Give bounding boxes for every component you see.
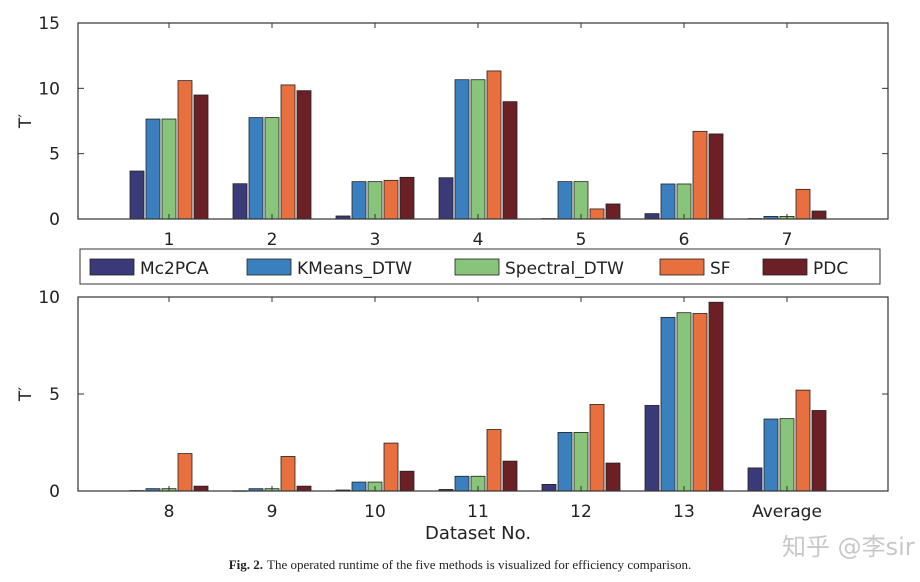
bar-kmeans-dtw-10 [351,481,367,492]
bar-pdc-average [811,410,827,492]
bar-spectral-dtw-1 [161,118,177,220]
y-tick-label: 15 [38,14,60,34]
bar-sf-1 [177,80,193,220]
y-tick-label: 5 [49,385,60,405]
x-tick-label: 13 [673,502,695,522]
bar-kmeans-dtw-11 [454,475,470,492]
bar-sf-4 [486,70,502,220]
caption-label: Fig. 2. [228,557,263,572]
watermark: 知乎 @李sir [782,533,915,561]
bar-sf-13 [692,313,708,492]
x-tick-label: 5 [576,230,587,250]
legend-label-pdc: PDC [813,259,848,279]
x-tick-label: 2 [267,230,278,250]
bar-kmeans-dtw-6 [660,183,676,220]
y-axis-label: T′ [16,387,36,402]
x-tick-label: 7 [782,230,793,250]
bar-sf-9 [280,456,296,492]
x-tick-label: Average [752,502,822,522]
bar-sf-11 [486,429,502,492]
x-tick-label: 4 [473,230,484,250]
legend-swatch-sf [659,258,705,276]
bar-pdc-8 [193,485,209,492]
bar-pdc-4 [502,101,518,220]
legend-swatch-kmeans-dtw [246,258,292,276]
bar-spectral-dtw-5 [573,181,589,220]
bar-mc2pca-6 [644,213,660,220]
x-axis-label: Dataset No. [425,523,531,544]
x-tick-label: 9 [267,502,278,522]
legend-swatch-pdc [762,258,808,276]
x-tick-label: 1 [164,230,175,250]
y-tick-label: 10 [38,288,60,308]
bar-sf-7 [795,188,811,220]
bar-kmeans-dtw-12 [557,432,573,492]
x-tick-label: 8 [164,502,175,522]
bar-mc2pca-1 [129,170,145,220]
bar-pdc-7 [811,210,827,220]
bar-sf-6 [692,130,708,220]
x-tick-label: 12 [570,502,592,522]
bar-pdc-11 [502,460,518,492]
bar-mc2pca-13 [644,405,660,492]
bar-kmeans-dtw-average [763,418,779,492]
plot-frame [77,22,889,220]
bar-spectral-dtw-average [779,418,795,492]
bar-sf-12 [589,404,605,492]
bar-spectral-dtw-4 [470,79,486,220]
y-axis-label: T′ [16,114,36,129]
x-tick-label: 3 [370,230,381,250]
bar-sf-2 [280,84,296,220]
legend-label-spectral-dtw: Spectral_DTW [505,259,624,279]
x-tick-label: 11 [467,502,489,522]
bar-pdc-1 [193,94,209,220]
bar-mc2pca-12 [541,484,557,492]
legend-swatch-mc2pca [89,258,135,276]
bar-kmeans-dtw-4 [454,79,470,220]
bar-kmeans-dtw-2 [248,117,264,220]
bar-sf-10 [383,442,399,492]
bar-kmeans-dtw-5 [557,181,573,220]
y-tick-label: 0 [49,210,60,230]
bar-kmeans-dtw-3 [351,181,367,220]
x-tick-label: 10 [364,502,386,522]
bar-pdc-6 [708,133,724,220]
y-tick-label: 5 [49,145,60,165]
y-tick-label: 10 [38,79,60,99]
bar-spectral-dtw-12 [573,432,589,492]
bar-kmeans-dtw-1 [145,118,161,220]
bar-pdc-2 [296,90,312,220]
legend-label-sf: SF [710,259,731,279]
x-tick-label: 6 [679,230,690,250]
bar-spectral-dtw-2 [264,117,280,220]
bar-pdc-12 [605,462,621,492]
bar-pdc-3 [399,176,415,220]
bar-mc2pca-average [747,467,763,492]
bar-spectral-dtw-13 [676,312,692,492]
bar-sf-average [795,389,811,492]
bar-spectral-dtw-6 [676,183,692,220]
bar-pdc-10 [399,470,415,492]
bar-pdc-9 [296,485,312,492]
legend-swatch-spectral-dtw [454,258,500,276]
legend-label-mc2pca: Mc2PCA [140,259,209,279]
bar-mc2pca-4 [438,177,454,220]
figure-caption: Fig. 2. The operated runtime of the five … [0,557,920,573]
legend-label-kmeans-dtw: KMeans_DTW [297,259,412,279]
bar-sf-3 [383,179,399,220]
caption-text: The operated runtime of the five methods… [267,557,692,572]
bar-pdc-13 [708,301,724,492]
bar-spectral-dtw-3 [367,181,383,220]
bar-mc2pca-2 [232,183,248,220]
bar-kmeans-dtw-13 [660,316,676,492]
y-tick-label: 0 [49,482,60,502]
bar-sf-5 [589,208,605,220]
bar-sf-8 [177,453,193,492]
bar-pdc-5 [605,203,621,220]
